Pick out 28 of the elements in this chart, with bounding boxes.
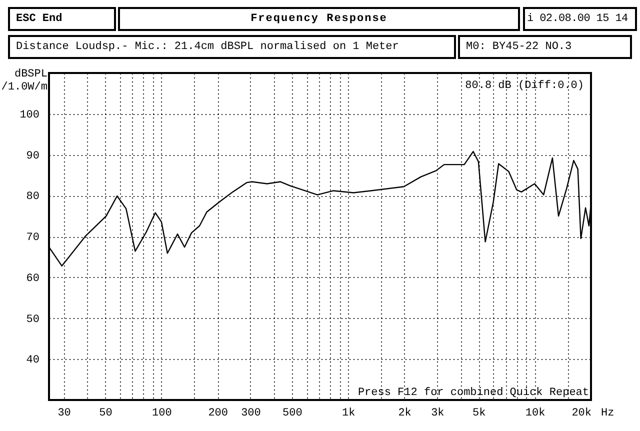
x-tick-label: 3k bbox=[431, 408, 445, 420]
x-tick-label: 2k bbox=[398, 408, 412, 420]
annotation: 80.8 dB (Diff:0.0) bbox=[465, 80, 584, 92]
text: M0: BY45-22 NO.3 bbox=[458, 35, 632, 59]
y-tick-label: 90 bbox=[26, 150, 40, 162]
x-axis-title: Hz bbox=[601, 408, 614, 420]
y-tick-label: 60 bbox=[26, 272, 40, 285]
chart-title: Frequency Response bbox=[118, 7, 520, 31]
x-tick-label: 200 bbox=[208, 408, 228, 420]
y-tick-label: 40 bbox=[26, 354, 40, 367]
x-tick-label: 5k bbox=[472, 408, 486, 420]
y-tick-label: 100 bbox=[20, 109, 40, 122]
x-tick-label: 100 bbox=[152, 408, 172, 420]
x-tick-label: 10k bbox=[525, 408, 546, 420]
x-tick-label: 500 bbox=[282, 408, 302, 420]
x-tick-label: 1k bbox=[342, 408, 356, 420]
x-tick-label: 30 bbox=[58, 408, 71, 420]
y-tick-label: 70 bbox=[26, 232, 40, 244]
y-tick-label: 80 bbox=[26, 191, 40, 204]
x-tick-label: 20k bbox=[572, 408, 592, 420]
annotation: Press F12 for combined Quick Repeat bbox=[358, 387, 589, 399]
text: ESC End bbox=[8, 7, 116, 31]
chart-subtitle: Distance Loudsp.- Mic.: 21.4cm dBSPL normalised on 1 Meter bbox=[8, 35, 456, 59]
text: i 02.08.00 15 14 bbox=[523, 7, 637, 31]
x-tick-label: 300 bbox=[241, 408, 261, 420]
y-tick-label: 50 bbox=[26, 314, 40, 326]
x-tick-label: 50 bbox=[99, 408, 112, 420]
y-axis-title: dBSPL /1.0W/m bbox=[1, 68, 48, 94]
